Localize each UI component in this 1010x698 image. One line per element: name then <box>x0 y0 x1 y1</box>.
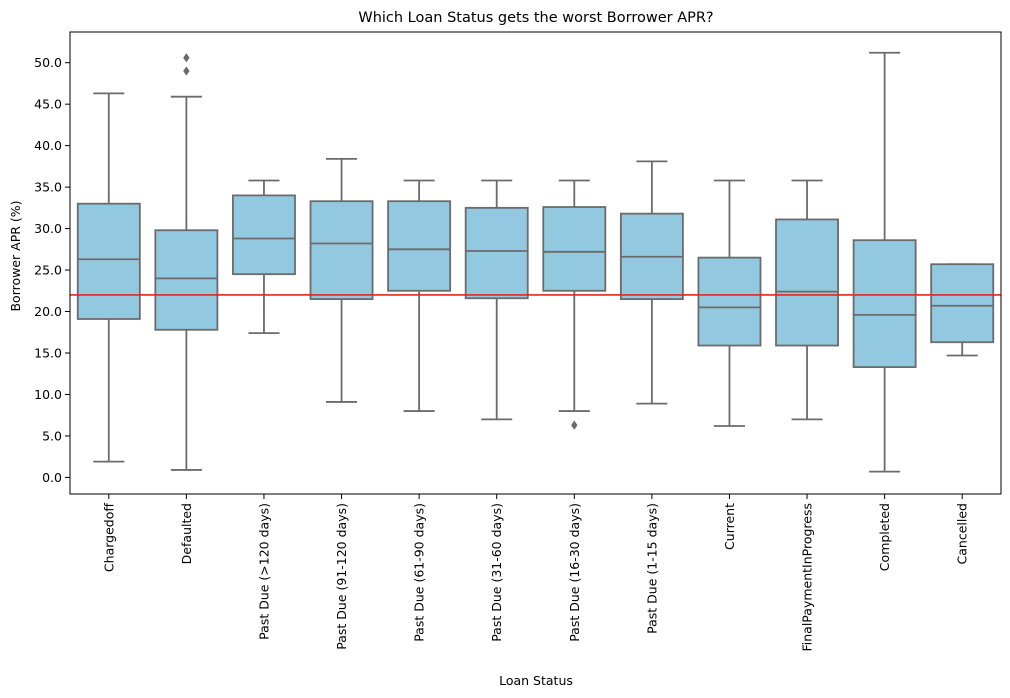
outlier-point <box>183 53 190 63</box>
y-tick-label: 20.0 <box>34 304 62 319</box>
box-iqr <box>154 229 219 331</box>
y-tick-label: 5.0 <box>42 428 62 443</box>
box-iqr <box>309 200 374 300</box>
box-group-8 <box>697 179 762 427</box>
y-tick-label: 0.0 <box>42 470 62 485</box>
x-tick-label: Chargedoff <box>101 503 116 572</box>
x-tick-label: Past Due (16-30 days) <box>567 503 582 642</box>
y-tick-label: 10.0 <box>34 387 62 402</box>
box-group-5 <box>464 179 529 421</box>
x-tick-label: Defaulted <box>179 503 194 564</box>
y-tick-label: 45.0 <box>34 97 62 112</box>
box-group-11 <box>930 263 995 357</box>
box-group-0 <box>76 92 141 463</box>
box-group-9 <box>775 179 839 421</box>
y-tick-label: 30.0 <box>34 221 62 236</box>
box-group-3 <box>309 158 374 403</box>
plot-frame <box>69 31 1002 495</box>
x-tick-label: Past Due (61-90 days) <box>412 503 427 642</box>
y-tick-label: 35.0 <box>34 180 62 195</box>
x-tick-label: Past Due (>120 days) <box>256 503 271 640</box>
chart-title: Which Loan Status gets the worst Borrowe… <box>358 10 713 26</box>
outlier-point <box>183 66 190 76</box>
y-axis-label: Borrower APR (%) <box>8 200 23 311</box>
outlier-point <box>571 420 578 430</box>
x-axis-label: Loan Status <box>499 673 573 688</box>
box-iqr <box>775 218 839 347</box>
box-iqr <box>852 239 917 368</box>
box-group-2 <box>232 179 296 334</box>
x-tick-label: Cancelled <box>955 503 970 564</box>
box-group-6 <box>542 179 607 430</box>
box-iqr <box>697 256 762 347</box>
x-tick-label: Past Due (31-60 days) <box>489 503 504 642</box>
x-tick-label: Past Due (91-120 days) <box>334 503 349 650</box>
y-tick-label: 15.0 <box>34 345 62 360</box>
x-tick-label: FinalPaymentInProgress <box>800 503 815 652</box>
axes: 0.0 5.0 10.0 15.0 20.0 25.0 30.0 35.0 40.0 45.0 50… <box>34 31 1002 652</box>
box-group-10 <box>852 51 917 473</box>
box-group-4 <box>387 179 452 412</box>
box-group-7 <box>619 160 684 405</box>
y-tick-label: 25.0 <box>34 263 62 278</box>
x-tick-label: Current <box>722 503 737 550</box>
plot-area <box>70 51 1001 473</box>
box-iqr <box>542 206 607 292</box>
box-iqr <box>930 263 995 344</box>
box-iqr <box>232 194 296 276</box>
y-tick-label: 40.0 <box>34 138 62 153</box>
box-iqr <box>387 200 452 292</box>
box-group-1 <box>154 53 219 471</box>
y-tick-label: 50.0 <box>34 55 62 70</box>
box-iqr <box>464 206 529 300</box>
x-tick-label: Completed <box>877 503 892 571</box>
x-tick-label: Past Due (1-15 days) <box>644 503 659 634</box>
box-iqr <box>76 202 141 320</box>
